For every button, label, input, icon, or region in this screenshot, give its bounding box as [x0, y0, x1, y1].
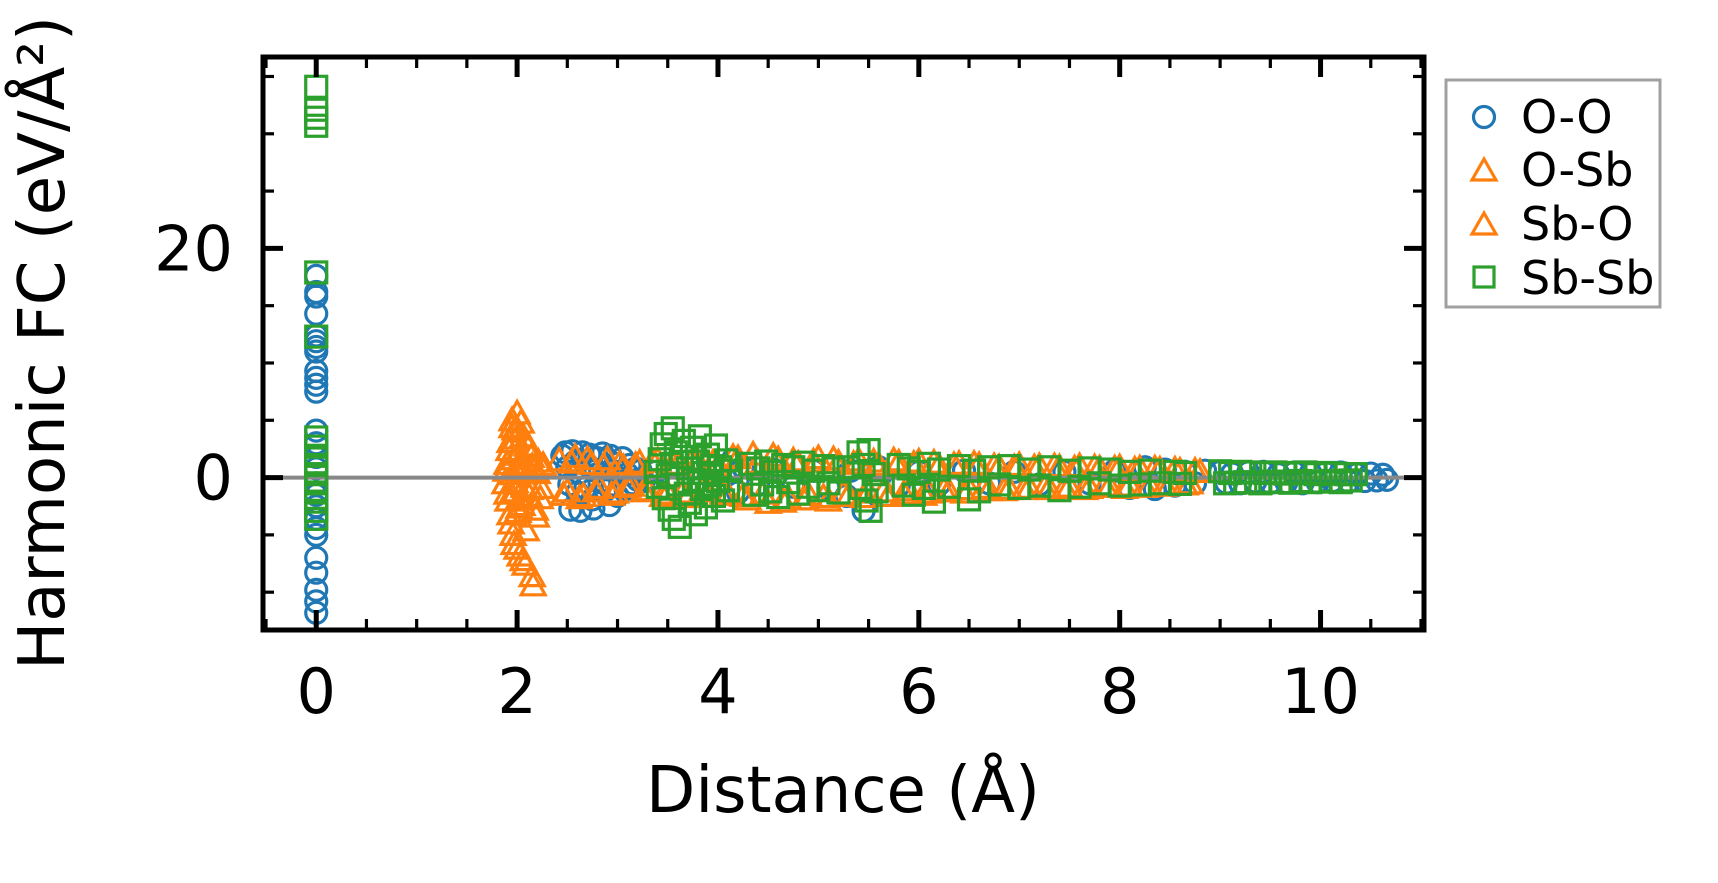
marker-Sb-Sb	[864, 479, 889, 504]
marker-Sb-Sb	[718, 458, 744, 483]
marker-Sb-O	[515, 473, 545, 501]
triangle-marker-icon	[1469, 209, 1499, 236]
marker-O-O	[1370, 462, 1395, 487]
legend-entry-o-o: O-O	[1471, 90, 1613, 144]
x-tick-label: 6	[899, 655, 938, 728]
marker-Sb-Sb	[304, 324, 329, 349]
y-axis-label: Harmonic FC (eV/Å²)	[4, 16, 80, 670]
marker-O-O	[304, 522, 329, 547]
y-tick-label: 0	[194, 442, 233, 515]
legend-label-sb-sb: Sb-Sb	[1521, 251, 1654, 305]
legend-entry-sb-o: Sb-O	[1469, 197, 1633, 251]
marker-O-Sb	[584, 472, 615, 499]
marker-Sb-Sb	[304, 113, 329, 138]
marker-Sb-O	[510, 448, 540, 475]
x-axis-label: Distance (Å)	[646, 752, 1040, 828]
marker-Sb-Sb	[304, 506, 329, 531]
marker-Sb-O	[518, 570, 548, 597]
marker-Sb-Sb	[921, 489, 946, 514]
legend-entry-o-sb: O-Sb	[1469, 143, 1633, 197]
marker-Sb-O	[500, 466, 530, 494]
axes-spines	[260, 54, 1427, 633]
marker-Sb-Sb	[848, 475, 873, 500]
marker-O-O	[304, 379, 329, 404]
marker-Sb-O	[628, 476, 659, 503]
marker-Sb-O	[556, 447, 587, 474]
marker-Sb-Sb	[1343, 462, 1368, 487]
axis-ticks	[263, 57, 1424, 630]
legend-box	[1444, 78, 1662, 309]
marker-O-O	[304, 577, 329, 602]
marker-Sb-O	[548, 479, 579, 506]
marker-O-O	[304, 284, 329, 309]
marker-Sb-Sb	[856, 437, 881, 463]
marker-Sb-Sb	[667, 514, 692, 539]
x-tick-label: 2	[497, 655, 536, 728]
marker-O-O	[304, 372, 329, 397]
marker-Sb-Sb	[1172, 460, 1198, 486]
triangle-marker-icon	[1469, 155, 1499, 182]
marker-O-O	[304, 560, 329, 585]
marker-Sb-Sb	[821, 456, 846, 481]
marker-Sb-O	[508, 544, 538, 572]
marker-Sb-Sb	[671, 428, 696, 454]
marker-Sb-O	[495, 498, 525, 526]
marker-Sb-O	[511, 515, 541, 542]
marker-Sb-O	[572, 443, 603, 471]
marker-Sb-O	[528, 449, 558, 477]
circle-marker-icon	[1471, 104, 1497, 130]
x-tick-label: 4	[698, 655, 737, 728]
legend-label-o-o: O-O	[1521, 90, 1613, 144]
marker-O-O	[304, 365, 329, 390]
marker-Sb-O	[580, 476, 611, 503]
marker-Sb-O	[525, 482, 555, 510]
marker-Sb-O	[513, 432, 543, 459]
marker-Sb-Sb	[1338, 468, 1363, 493]
marker-Sb-O	[604, 448, 635, 475]
scatter-layer-over	[304, 74, 1368, 539]
legend-label-o-sb: O-Sb	[1521, 143, 1633, 197]
x-tick-label: 10	[1281, 655, 1360, 728]
marker-O-Sb	[523, 446, 553, 473]
x-tick-label: 8	[1100, 655, 1139, 728]
plot-background	[263, 57, 1424, 630]
marker-O-O	[304, 545, 329, 570]
legend-entry-sb-sb: Sb-Sb	[1472, 251, 1654, 305]
marker-Sb-O	[506, 407, 536, 434]
x-tick-label: 0	[297, 655, 336, 728]
marker-O-Sb	[552, 476, 583, 503]
legend: O-O O-Sb Sb-O Sb-Sb	[1444, 78, 1662, 309]
marker-Sb-Sb	[946, 454, 972, 479]
square-marker-icon	[1472, 265, 1496, 289]
y-tick-label: 20	[154, 212, 233, 285]
marker-Sb-Sb	[861, 462, 886, 487]
marker-Sb-Sb	[746, 456, 771, 481]
marker-O-O	[1374, 467, 1399, 492]
marker-Sb-O	[620, 449, 651, 477]
marker-O-Sb	[517, 560, 547, 588]
legend-label-sb-o: Sb-O	[1521, 197, 1633, 251]
marker-Sb-O	[612, 471, 643, 498]
marker-Sb-Sb	[304, 260, 329, 285]
axis-tick-labels: 0 2 4 6 8 10 0 20	[154, 212, 1360, 728]
